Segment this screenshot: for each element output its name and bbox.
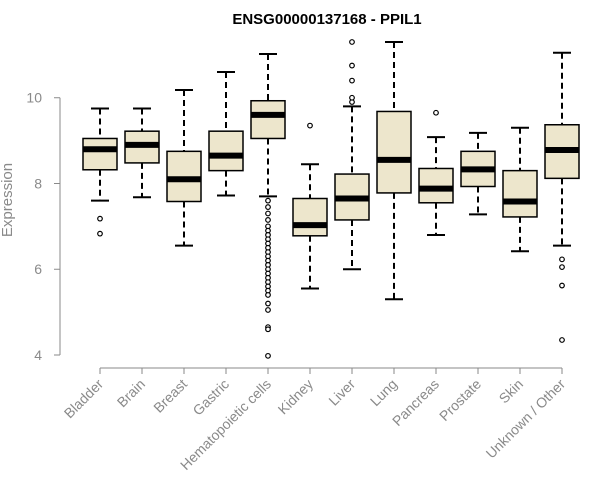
x-tick-label: Unknown / Other bbox=[483, 376, 569, 462]
iqr-box bbox=[250, 99, 286, 140]
box-brain bbox=[124, 107, 160, 199]
x-tick-label: Bladder bbox=[61, 376, 107, 422]
outlier-point bbox=[559, 256, 565, 263]
outlier-point bbox=[265, 204, 271, 210]
x-tick-label: Skin bbox=[496, 376, 527, 407]
box-lung bbox=[376, 41, 412, 301]
outlier-point bbox=[349, 77, 355, 84]
outlier-point bbox=[265, 307, 271, 313]
x-tick-label: Pancreas bbox=[389, 376, 442, 429]
outlier-point bbox=[265, 300, 271, 307]
iqr-box bbox=[418, 167, 454, 204]
box-kidney bbox=[292, 122, 328, 290]
outlier-point bbox=[265, 210, 271, 217]
box-breast bbox=[166, 89, 202, 247]
y-tick-label: 10 bbox=[26, 90, 42, 106]
outlier-point bbox=[265, 326, 271, 333]
outlier-point bbox=[559, 282, 565, 289]
outlier-point bbox=[265, 197, 271, 204]
outlier-point bbox=[307, 122, 313, 129]
box-prostate bbox=[460, 131, 496, 216]
y-tick-label: 8 bbox=[34, 175, 42, 191]
outlier-point bbox=[349, 39, 355, 45]
box-unknown-other bbox=[544, 51, 580, 343]
outlier-point bbox=[559, 337, 565, 343]
outlier-point bbox=[97, 230, 103, 237]
x-tick-label: Lung bbox=[367, 376, 400, 409]
outlier-point bbox=[433, 109, 439, 116]
box-pancreas bbox=[418, 109, 454, 236]
iqr-box bbox=[292, 197, 328, 237]
chart-title: ENSG00000137168 - PPIL1 bbox=[232, 11, 421, 28]
x-tick-label: Liver bbox=[325, 376, 358, 409]
y-axis: 4 6 8 10 bbox=[26, 90, 61, 363]
iqr-box bbox=[82, 137, 118, 171]
x-tick-label: Breast bbox=[150, 376, 190, 416]
box-bladder bbox=[82, 107, 118, 237]
outlier-point bbox=[97, 215, 103, 222]
outlier-point bbox=[265, 352, 271, 359]
outlier-point bbox=[265, 217, 271, 223]
y-tick-label: 6 bbox=[34, 261, 42, 277]
box-liver bbox=[334, 39, 370, 271]
x-tick-label: Kidney bbox=[275, 376, 317, 418]
box-skin bbox=[502, 126, 538, 253]
boxes-group bbox=[82, 39, 580, 359]
x-tick-label: Brain bbox=[114, 376, 148, 410]
box-gastric bbox=[208, 71, 244, 197]
outlier-point bbox=[349, 62, 355, 69]
x-tick-label: Prostate bbox=[436, 376, 484, 424]
iqr-box bbox=[502, 169, 538, 218]
y-tick-label: 4 bbox=[34, 347, 42, 363]
y-axis-label: Expression bbox=[0, 163, 16, 237]
box-hematopoietic-cells bbox=[250, 53, 286, 359]
outlier-point bbox=[349, 94, 355, 101]
outlier-point bbox=[265, 292, 271, 298]
iqr-box bbox=[376, 110, 412, 194]
iqr-box bbox=[208, 130, 244, 172]
outlier-point bbox=[559, 264, 565, 271]
